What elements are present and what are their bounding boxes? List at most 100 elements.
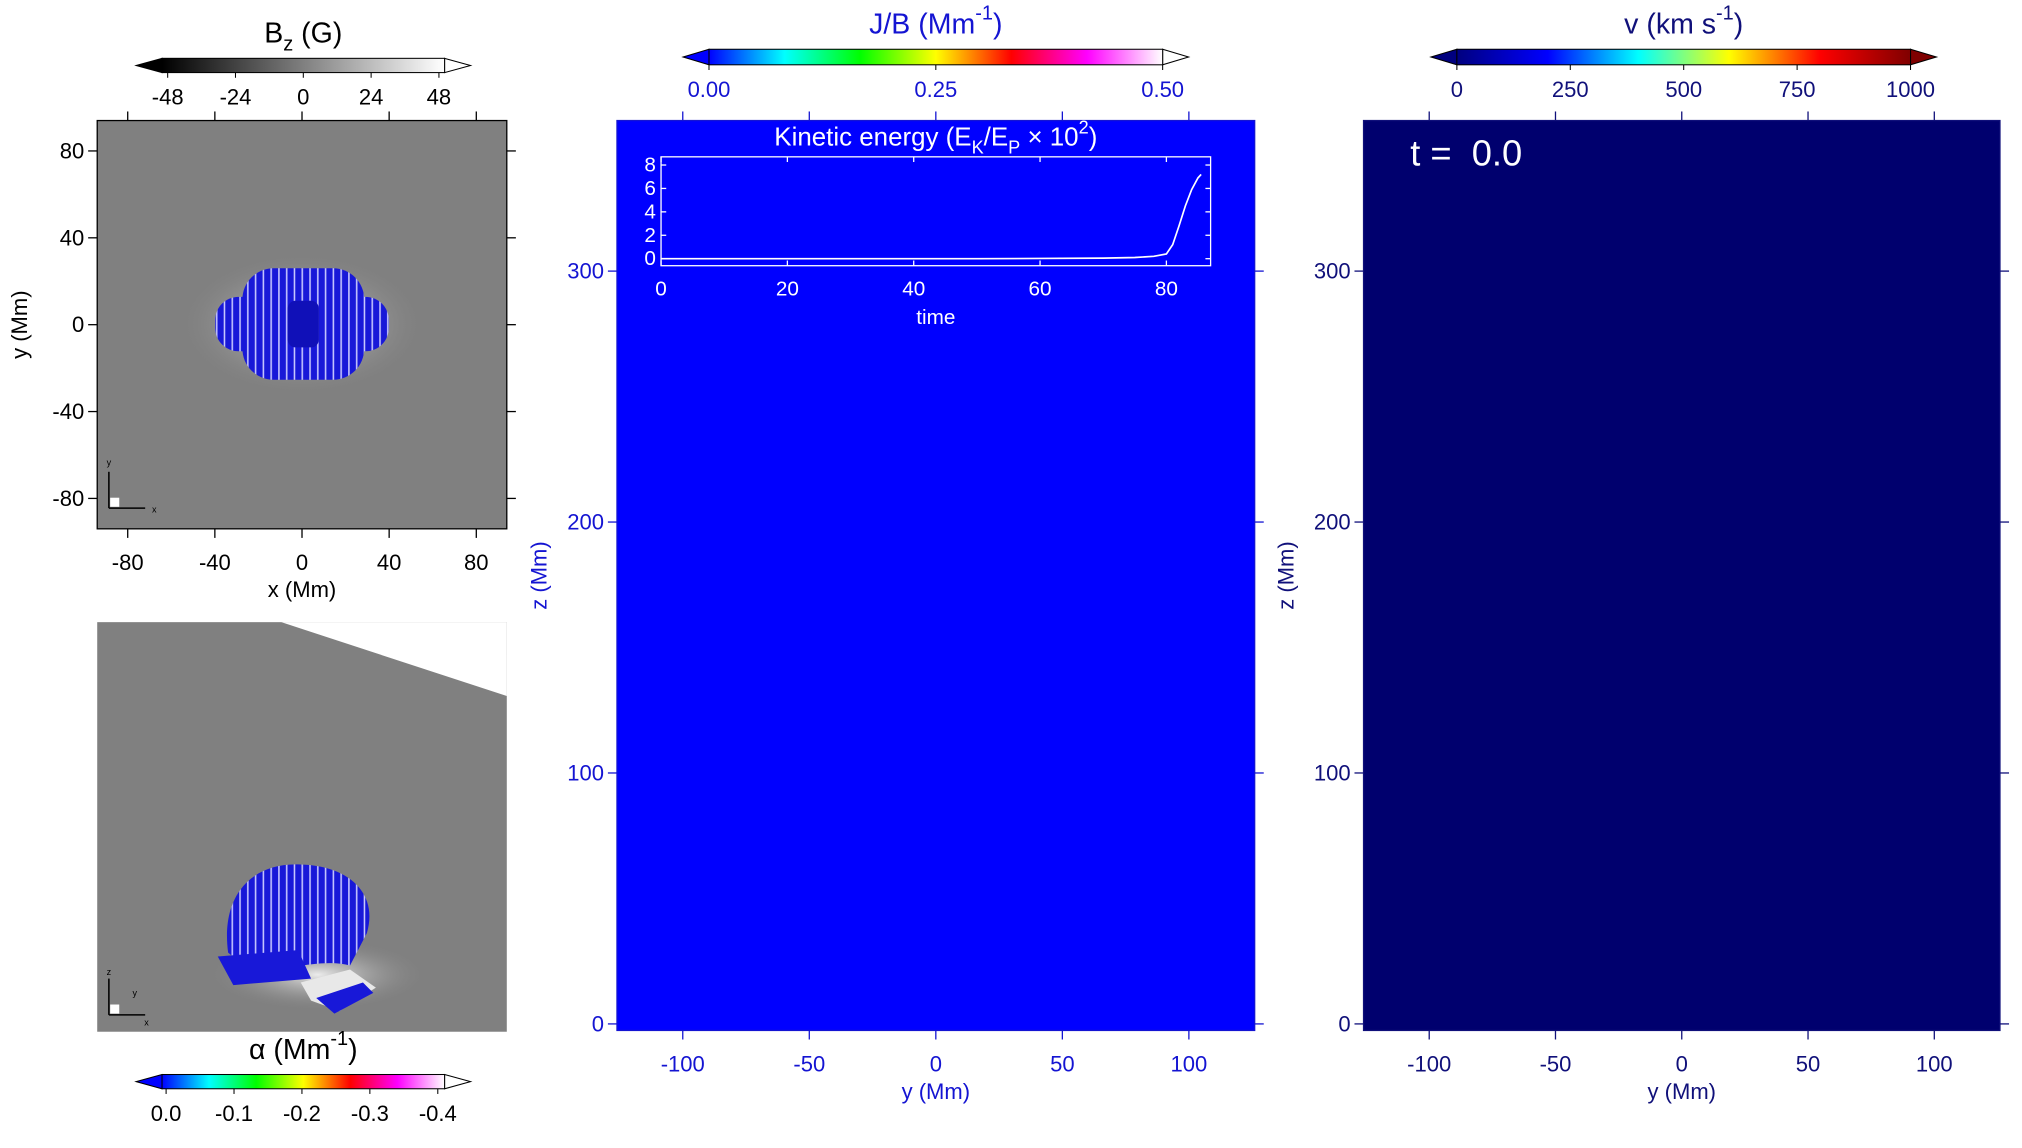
colorbar-label: Bz (G) (264, 18, 342, 56)
colorbar (1456, 48, 1912, 66)
label-part: -1 (975, 3, 993, 25)
x-axis-label: y (Mm) (1648, 1079, 1716, 1104)
x-tick-label: 40 (377, 550, 402, 575)
colorbar-tick-label: -0.2 (283, 1101, 321, 1126)
flux-rope-foot (217, 950, 312, 986)
y-tick-label: -80 (52, 486, 84, 511)
label-part: v (km s (1624, 9, 1716, 41)
colorbar-tick-label: 24 (359, 85, 384, 110)
x-tick-label: 100 (1916, 1052, 1953, 1077)
label-part: (G) (293, 18, 342, 50)
colorbar-extend (1910, 48, 1939, 66)
x-axis-label: time (916, 306, 955, 329)
label-part: Kinetic energy (E (774, 123, 971, 151)
x-tick-label: 40 (902, 278, 925, 301)
colorbar-label: J/B (Mm-1) (869, 3, 1002, 41)
flux-rope-foot (316, 982, 374, 1014)
label-part: 2 (1079, 117, 1089, 137)
x-tick-label: 80 (464, 550, 489, 575)
colorbar-extend (1429, 48, 1458, 66)
x-tick-label: 60 (1029, 278, 1052, 301)
y-axis-label: z (Mm) (527, 541, 552, 609)
y-tick-label: 200 (567, 510, 604, 535)
backgrounds (97, 120, 2000, 1032)
colorbar-tick-label: 0 (1451, 77, 1463, 102)
label-part: P (1008, 137, 1020, 157)
label-part: ) (348, 1034, 358, 1066)
x-tick-label: 20 (776, 278, 799, 301)
colorbar-label: α (Mm-1) (249, 1028, 358, 1066)
colorbar-tick-label: 48 (427, 85, 452, 110)
colorbar-extend (1162, 48, 1191, 66)
x-tick-label: 0 (296, 550, 308, 575)
colorbar (161, 1073, 446, 1090)
colorbar-tick-label: 500 (1665, 77, 1702, 102)
x-tick-label: -40 (199, 550, 231, 575)
label-part: ) (993, 9, 1003, 41)
label-part: z (283, 34, 293, 56)
colorbar-extend (444, 1073, 473, 1090)
x-tick-label: 50 (1796, 1052, 1820, 1077)
colorbar-extend (444, 57, 473, 74)
label-part: J/B (Mm (869, 9, 975, 41)
x-tick-label: -50 (793, 1052, 825, 1077)
y-tick-label: 0 (72, 312, 84, 337)
x-tick-label: 0 (1676, 1052, 1688, 1077)
time-annotation: t = 0.0 (1410, 132, 1522, 173)
plot-background (1363, 120, 2000, 1031)
colorbar-extend (134, 57, 163, 74)
colorbar-extend (134, 1073, 163, 1090)
y-tick-label: 8 (644, 154, 656, 177)
colorbar-tick-label: -24 (220, 85, 252, 110)
colorbar-tick-label: 0 (297, 85, 309, 110)
x-tick-label: 80 (1155, 278, 1178, 301)
label-part: α (Mm (249, 1034, 330, 1066)
y-tick-label: 200 (1314, 510, 1351, 535)
colorbar (161, 57, 446, 74)
y-tick-label: 0 (1338, 1011, 1350, 1036)
y-axis-label: z (Mm) (1273, 541, 1298, 609)
colorbar-tick-label: -0.4 (419, 1101, 457, 1126)
colorbar-tick-label: 0.00 (688, 77, 731, 102)
label-part: ) (1734, 9, 1743, 41)
x-tick-label: -100 (1407, 1052, 1451, 1077)
label-part: ) (1089, 123, 1098, 151)
y-tick-label: 0 (592, 1011, 604, 1036)
x-tick-label: 0 (655, 278, 667, 301)
y-tick-label: 100 (567, 760, 604, 785)
y-tick-label: 4 (644, 200, 656, 223)
y-tick-label: 40 (60, 225, 85, 250)
y-tick-label: 6 (644, 177, 656, 200)
colorbar-tick-label: -0.1 (215, 1101, 253, 1126)
triad-label: z (107, 967, 112, 977)
y-tick-label: 80 (60, 138, 85, 163)
colorbar-tick-label: 250 (1552, 77, 1589, 102)
colorbar-tick-label: 750 (1779, 77, 1816, 102)
x-tick-label: 0 (930, 1052, 942, 1077)
triad-cube (110, 1004, 120, 1014)
x-axis-label: x (Mm) (268, 577, 336, 602)
x-axis-label: y (Mm) (902, 1079, 970, 1104)
colorbar-tick-label: 1000 (1886, 77, 1935, 102)
flux-rope-core (287, 300, 319, 348)
x-tick-label: -100 (661, 1052, 705, 1077)
kinetic-energy-line (661, 173, 1202, 260)
colorbar-label: v (km s-1) (1624, 3, 1743, 41)
triad-label: y (107, 458, 112, 468)
y-tick-label: 300 (567, 259, 604, 284)
y-tick-label: 0 (644, 247, 656, 270)
x-tick-label: -50 (1540, 1052, 1572, 1077)
label-part: -1 (330, 1028, 348, 1050)
colorbar-tick-label: 0.50 (1141, 77, 1184, 102)
y-axis-label: y (Mm) (7, 290, 32, 358)
triad-label: x (152, 504, 157, 514)
colorbar-tick-label: 0.0 (151, 1101, 182, 1126)
x-tick-label: 100 (1171, 1052, 1208, 1077)
colorbar-tick-label: 0.25 (914, 77, 957, 102)
triad-label: x (144, 1018, 149, 1028)
y-tick-label: 300 (1314, 259, 1351, 284)
triad-cube (110, 497, 120, 507)
triad-label: y (133, 988, 138, 998)
